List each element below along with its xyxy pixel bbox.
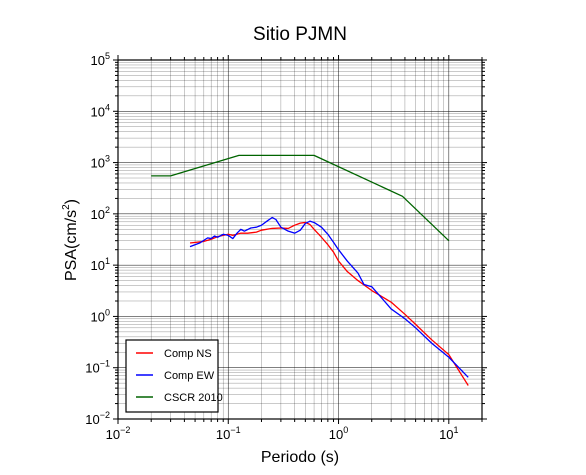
y-tick-label: 10−2: [85, 410, 110, 427]
x-tick-label: 100: [329, 425, 348, 442]
y-tick-label: 103: [91, 154, 110, 171]
y-tick-label-base: 10: [91, 207, 105, 222]
x-tick-label-exp: 1: [454, 425, 459, 435]
series-line-comp-ew: [189, 216, 469, 378]
series-line-comp-ns: [189, 221, 469, 386]
y-tick-label: 100: [91, 307, 110, 324]
legend-box: [125, 339, 219, 413]
grid-layer: [117, 59, 483, 420]
y-axis-label-superscript: 2: [61, 204, 72, 210]
y-tick-label-exp: 3: [105, 154, 110, 164]
y-tick-label-exp: 0: [105, 307, 110, 317]
x-tick-label-base: 10: [106, 427, 120, 442]
y-tick-label-exp: 2: [105, 205, 110, 215]
x-axis-label: Periodo (s): [261, 449, 339, 466]
y-tick-label: 10−1: [85, 359, 110, 376]
y-tick-label-base: 10: [91, 104, 105, 119]
x-tick-label-exp: −1: [230, 425, 240, 435]
y-axis-label-close: ): [63, 199, 80, 204]
x-tick-label-exp: 0: [343, 425, 348, 435]
x-tick-label: 101: [439, 425, 458, 442]
y-axis-label-main: PSA(cm/s: [63, 210, 80, 281]
y-tick-label-base: 10: [85, 361, 99, 376]
y-axis-label: PSA(cm/s2): [61, 199, 80, 281]
x-tick-label-base: 10: [216, 427, 230, 442]
y-tick-label-base: 10: [91, 53, 105, 68]
y-tick-label: 101: [91, 256, 110, 273]
series-layer: [151, 154, 469, 386]
y-tick-label-exp: 4: [105, 102, 110, 112]
y-tick-label: 105: [91, 51, 110, 68]
y-tick-label: 102: [91, 205, 110, 222]
y-tick-label-exp: 5: [105, 51, 110, 61]
legend-label-cscr-2010: CSCR 2010: [164, 392, 223, 404]
x-tick-label: 10−1: [216, 425, 241, 442]
chart-title: Sitio PJMN: [253, 24, 347, 45]
x-tick-label-exp: −2: [120, 425, 130, 435]
legend: Comp NS Comp EW CSCR 2010: [125, 339, 223, 413]
x-tick-label-base: 10: [329, 427, 343, 442]
x-tick-label: 10−2: [106, 425, 131, 442]
y-tick-label-exp: −1: [100, 359, 110, 369]
y-tick-label-base: 10: [91, 258, 105, 273]
series-line-cscr-2010: [151, 154, 450, 242]
x-tick-label-base: 10: [439, 427, 453, 442]
plot-frame: [117, 59, 483, 420]
y-tick-label-exp: −2: [100, 410, 110, 420]
y-tick-label-base: 10: [91, 309, 105, 324]
legend-label-comp-ew: Comp EW: [164, 370, 215, 382]
y-tick-label: 104: [91, 102, 110, 119]
legend-label-comp-ns: Comp NS: [164, 348, 212, 360]
y-tick-label-base: 10: [91, 156, 105, 171]
y-tick-label-exp: 1: [105, 256, 110, 266]
y-tick-label-base: 10: [85, 412, 99, 427]
